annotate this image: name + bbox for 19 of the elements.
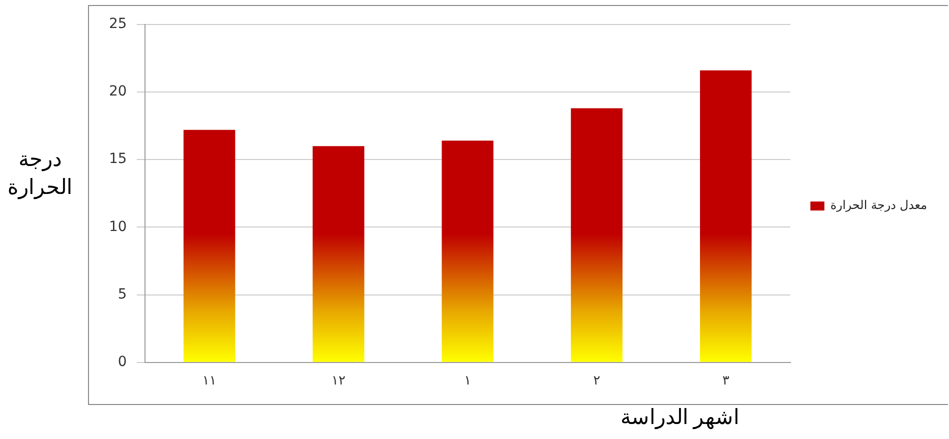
y-tick-label: 20 <box>108 84 127 100</box>
x-axis-title: اشهر الدراسة <box>619 405 741 430</box>
x-tick-label: ٢ <box>593 374 600 389</box>
x-tick-label: ١ <box>464 374 472 389</box>
y-tick-label: 0 <box>118 354 127 370</box>
bar <box>570 108 623 362</box>
bar <box>700 70 752 362</box>
x-tick-label: ٣ <box>722 374 730 389</box>
bar <box>442 140 494 362</box>
y-axis-title: درجة الحرارة <box>6 146 74 201</box>
legend-label: معدل درجة الحرارة <box>830 198 928 212</box>
y-tick-label: 25 <box>108 16 127 32</box>
x-tick-label: ١١ <box>202 374 216 389</box>
x-tick-label: ١٢ <box>332 374 346 389</box>
y-tick-label: 5 <box>118 286 127 302</box>
bar <box>312 146 364 362</box>
y-tick-label: 15 <box>108 151 127 168</box>
bar <box>184 130 236 362</box>
y-tick-label: 10 <box>108 218 127 235</box>
